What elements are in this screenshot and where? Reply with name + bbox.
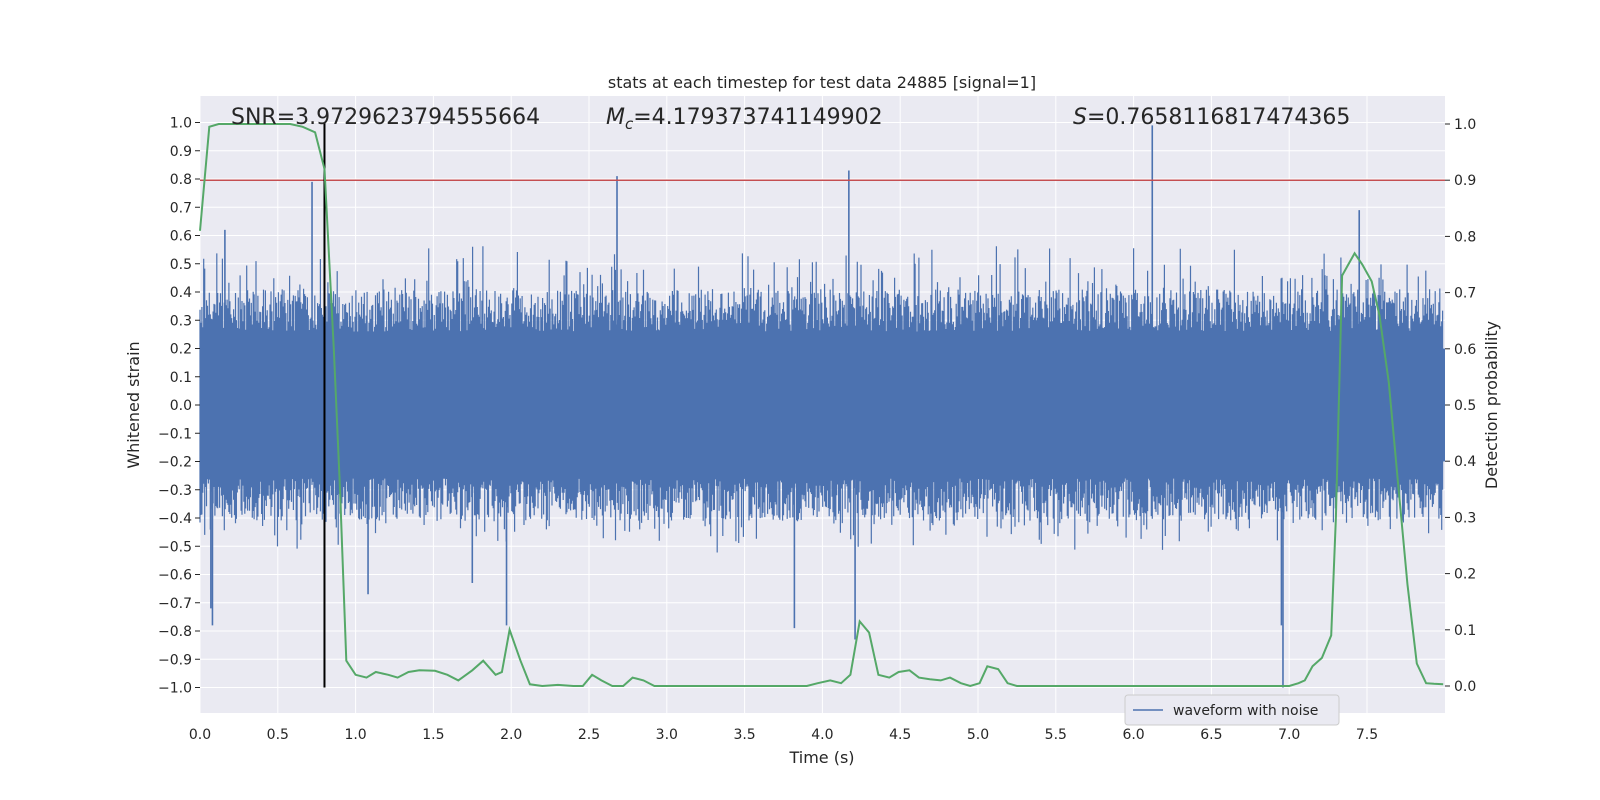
y-tick-label-right: 0.1 bbox=[1454, 623, 1476, 639]
y-tick-label-left: −0.5 bbox=[158, 539, 192, 555]
y-tick-label-left: −0.2 bbox=[158, 455, 192, 471]
y-tick-label-left: −0.3 bbox=[158, 483, 192, 499]
y-tick-label-right: 0.9 bbox=[1454, 173, 1476, 189]
y-tick-label-left: −0.1 bbox=[158, 426, 192, 442]
y-tick-label-left: −0.7 bbox=[158, 596, 192, 612]
y-tick-label-left: 1.0 bbox=[170, 116, 192, 132]
legend: waveform with noise bbox=[1124, 694, 1340, 726]
y-tick-label-right: 0.6 bbox=[1454, 342, 1476, 358]
waveform-series bbox=[199, 125, 1445, 688]
x-tick-label: 2.5 bbox=[578, 727, 600, 743]
y-tick-label-left: 0.9 bbox=[170, 144, 192, 160]
x-tick-label: 4.5 bbox=[889, 727, 911, 743]
s-value: =0.7658116817474365 bbox=[1087, 105, 1350, 130]
x-tick-labels: 0.0 0.5 1.0 1.5 2.0 2.5 3.0 3.5 4.0 4.5 5.0 5.5 6.0 6… bbox=[189, 727, 1378, 743]
chirp-mass-symbol: M bbox=[606, 105, 625, 130]
x-tick-label: 1.5 bbox=[422, 727, 444, 743]
x-tick-label: 7.0 bbox=[1278, 727, 1300, 743]
y-tick-label-left: 0.1 bbox=[170, 370, 192, 386]
y-tick-labels-left: 1.0 0.9 0.8 0.7 0.6 0.5 0.4 0.3 0.2 0.1 0.0 −0.1 −0.… bbox=[158, 116, 200, 697]
y-axis-label-left: Whitened strain bbox=[124, 341, 143, 468]
chirp-mass-value: =4.179373741149902 bbox=[633, 105, 882, 130]
y-tick-label-left: 0.0 bbox=[170, 398, 192, 414]
y-tick-label-right: 0.3 bbox=[1454, 510, 1476, 526]
y-tick-label-left: −0.8 bbox=[158, 624, 192, 640]
y-tick-label-left: −0.6 bbox=[158, 568, 192, 584]
x-tick-label: 5.5 bbox=[1045, 727, 1067, 743]
chirp-mass-subscript: c bbox=[625, 115, 634, 133]
y-tick-label-left: −1.0 bbox=[158, 681, 192, 697]
y-tick-label-left: 0.5 bbox=[170, 257, 192, 273]
x-tick-label: 2.0 bbox=[500, 727, 522, 743]
y-tick-label-right: 0.5 bbox=[1454, 398, 1476, 414]
legend-waveform-label: waveform with noise bbox=[1173, 703, 1318, 719]
x-tick-label: 6.5 bbox=[1200, 727, 1222, 743]
y-tick-label-left: 0.4 bbox=[170, 285, 192, 301]
y-tick-label-right: 0.7 bbox=[1454, 286, 1476, 302]
x-tick-label: 1.0 bbox=[344, 727, 366, 743]
chirp-mass-annotation: Mc=4.179373741149902 bbox=[606, 105, 883, 133]
y-tick-label-left: 0.3 bbox=[170, 313, 192, 329]
s-symbol: S bbox=[1073, 105, 1087, 130]
x-tick-label: 3.0 bbox=[656, 727, 678, 743]
y-tick-label-right: 1.0 bbox=[1454, 117, 1476, 133]
y-tick-label-left: −0.4 bbox=[158, 511, 192, 527]
x-tick-label: 7.5 bbox=[1356, 727, 1378, 743]
y-tick-label-right: 0.0 bbox=[1454, 679, 1476, 695]
y-tick-label-left: 0.2 bbox=[170, 342, 192, 358]
y-tick-label-left: 0.8 bbox=[170, 172, 192, 188]
x-tick-label: 6.0 bbox=[1122, 727, 1144, 743]
probability-series bbox=[199, 123, 1444, 688]
y-tick-label-left: −0.9 bbox=[158, 652, 192, 668]
x-tick-label: 0.0 bbox=[189, 727, 211, 743]
y-axis-label-right: Detection probability bbox=[1482, 321, 1501, 489]
y-tick-label-right: 0.4 bbox=[1454, 454, 1476, 470]
legend-box bbox=[1124, 694, 1340, 726]
y-tick-label-left: 0.7 bbox=[170, 200, 192, 216]
x-tick-label: 4.0 bbox=[811, 727, 833, 743]
y-tick-label-right: 0.2 bbox=[1454, 567, 1476, 583]
x-tick-label: 3.5 bbox=[733, 727, 755, 743]
x-axis-label: Time (s) bbox=[788, 748, 854, 767]
chart-title: stats at each timestep for test data 248… bbox=[608, 73, 1036, 92]
y-tick-label-left: 0.6 bbox=[170, 229, 192, 245]
probability-line bbox=[199, 123, 1444, 688]
snr-annotation: SNR=3.9729623794555664 bbox=[231, 105, 540, 130]
s-annotation: S=0.7658116817474365 bbox=[1073, 105, 1350, 130]
x-tick-label: 5.0 bbox=[967, 727, 989, 743]
y-tick-label-right: 0.8 bbox=[1454, 229, 1476, 245]
x-tick-label: 0.5 bbox=[267, 727, 289, 743]
y-tick-labels-right: 1.0 0.9 0.8 0.7 0.6 0.5 0.4 0.3 0.2 0.1 0.0 bbox=[1445, 117, 1476, 695]
